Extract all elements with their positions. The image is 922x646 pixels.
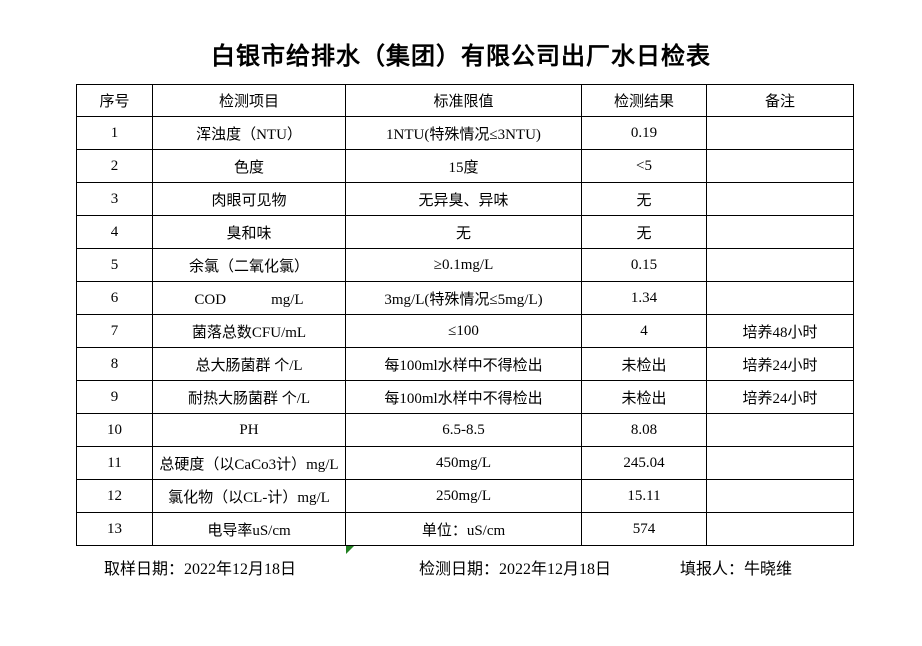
item-cell: COD mg/L [152, 281, 346, 315]
standard-cell: 250mg/L [345, 479, 582, 513]
daily-inspection-table: 序号 检测项目 标准限值 检测结果 备注 1 浑浊度（NTU） 1NTU(特殊情… [76, 84, 854, 546]
no-cell: 5 [76, 248, 153, 282]
item-cell: 总硬度（以CaCo3计）mg/L [152, 446, 346, 480]
no-cell: 1 [76, 116, 153, 150]
result-cell: 未检出 [581, 347, 707, 381]
no-cell: 3 [76, 182, 153, 216]
table-row: 1 浑浊度（NTU） 1NTU(特殊情况≤3NTU) 0.19 [76, 116, 854, 150]
remark-cell: 培养48小时 [706, 314, 854, 348]
item-cell: 总大肠菌群 个/L [152, 347, 346, 381]
item-cell: 肉眼可见物 [152, 182, 346, 216]
footer: 取样日期：2022年12月18日 检测日期：2022年12月18日 填报人：牛晓… [0, 555, 922, 578]
item-cell: 氯化物（以CL-计）mg/L [152, 479, 346, 513]
standard-cell: 每100ml水样中不得检出 [345, 347, 582, 381]
result-cell: 4 [581, 314, 707, 348]
no-cell: 8 [76, 347, 153, 381]
table-row: 10 PH 6.5-8.5 8.08 [76, 413, 854, 447]
standard-cell: 每100ml水样中不得检出 [345, 380, 582, 414]
remark-cell [706, 149, 854, 183]
remark-cell [706, 413, 854, 447]
no-cell: 11 [76, 446, 153, 480]
item-cell: PH [152, 413, 346, 447]
remark-cell [706, 446, 854, 480]
item-cell: 臭和味 [152, 215, 346, 249]
remark-cell [706, 281, 854, 315]
page-title: 白银市给排水（集团）有限公司出厂水日检表 [211, 44, 711, 70]
header-result: 检测结果 [581, 84, 707, 117]
header-no: 序号 [76, 84, 153, 117]
table-row: 5 余氯（二氧化氯） ≥0.1mg/L 0.15 [76, 248, 854, 282]
table-row: 13 电导率uS/cm 单位：uS/cm 574 [76, 512, 854, 546]
item-cell: 色度 [152, 149, 346, 183]
result-cell: 0.19 [581, 116, 707, 150]
table-row: 9 耐热大肠菌群 个/L 每100ml水样中不得检出 未检出 培养24小时 [76, 380, 854, 414]
item-cell: 菌落总数CFU/mL [152, 314, 346, 348]
result-cell: <5 [581, 149, 707, 183]
no-cell: 10 [76, 413, 153, 447]
remark-cell [706, 248, 854, 282]
result-cell: 1.34 [581, 281, 707, 315]
table-row: 7 菌落总数CFU/mL ≤100 4 培养48小时 [76, 314, 854, 348]
result-cell: 574 [581, 512, 707, 546]
standard-cell: 6.5-8.5 [345, 413, 582, 447]
sampling-date-text: 取样日期：2022年12月18日 [104, 561, 297, 578]
standard-cell: 3mg/L(特殊情况≤5mg/L) [345, 281, 582, 315]
item-cell: 耐热大肠菌群 个/L [152, 380, 346, 414]
standard-cell: 无 [345, 215, 582, 249]
no-cell: 4 [76, 215, 153, 249]
test-date-text: 检测日期：2022年12月18日 [419, 561, 612, 578]
remark-cell [706, 182, 854, 216]
no-cell: 2 [76, 149, 153, 183]
standard-cell: 单位：uS/cm [345, 512, 582, 546]
header-item: 检测项目 [152, 84, 346, 117]
item-cell: 浑浊度（NTU） [152, 116, 346, 150]
remark-cell [706, 116, 854, 150]
remark-cell [706, 512, 854, 546]
result-cell: 0.15 [581, 248, 707, 282]
remark-cell [706, 215, 854, 249]
no-cell: 9 [76, 380, 153, 414]
result-cell: 8.08 [581, 413, 707, 447]
table-row: 11 总硬度（以CaCo3计）mg/L 450mg/L 245.04 [76, 446, 854, 480]
table-row: 3 肉眼可见物 无异臭、异味 无 [76, 182, 854, 216]
standard-cell: ≤100 [345, 314, 582, 348]
header-standard: 标准限值 [345, 84, 582, 117]
no-cell: 12 [76, 479, 153, 513]
standard-cell: 1NTU(特殊情况≤3NTU) [345, 116, 582, 150]
remark-cell: 培养24小时 [706, 380, 854, 414]
cell-corner-marker-icon [346, 546, 354, 554]
reporter-text: 填报人：牛晓维 [680, 561, 793, 578]
result-cell: 未检出 [581, 380, 707, 414]
table-row: 4 臭和味 无 无 [76, 215, 854, 249]
table-row: 6 COD mg/L 3mg/L(特殊情况≤5mg/L) 1.34 [76, 281, 854, 315]
result-cell: 无 [581, 182, 707, 216]
result-cell: 245.04 [581, 446, 707, 480]
remark-cell: 培养24小时 [706, 347, 854, 381]
no-cell: 13 [76, 512, 153, 546]
item-cell: 余氯（二氧化氯） [152, 248, 346, 282]
standard-cell: 450mg/L [345, 446, 582, 480]
no-cell: 7 [76, 314, 153, 348]
header-remark: 备注 [706, 84, 854, 117]
item-cell: 电导率uS/cm [152, 512, 346, 546]
result-cell: 15.11 [581, 479, 707, 513]
table-row: 12 氯化物（以CL-计）mg/L 250mg/L 15.11 [76, 479, 854, 513]
standard-cell: 无异臭、异味 [345, 182, 582, 216]
remark-cell [706, 479, 854, 513]
table-row: 8 总大肠菌群 个/L 每100ml水样中不得检出 未检出 培养24小时 [76, 347, 854, 381]
standard-cell: 15度 [345, 149, 582, 183]
result-cell: 无 [581, 215, 707, 249]
no-cell: 6 [76, 281, 153, 315]
table-header-row: 序号 检测项目 标准限值 检测结果 备注 [76, 84, 854, 117]
standard-cell: ≥0.1mg/L [345, 248, 582, 282]
table-row: 2 色度 15度 <5 [76, 149, 854, 183]
